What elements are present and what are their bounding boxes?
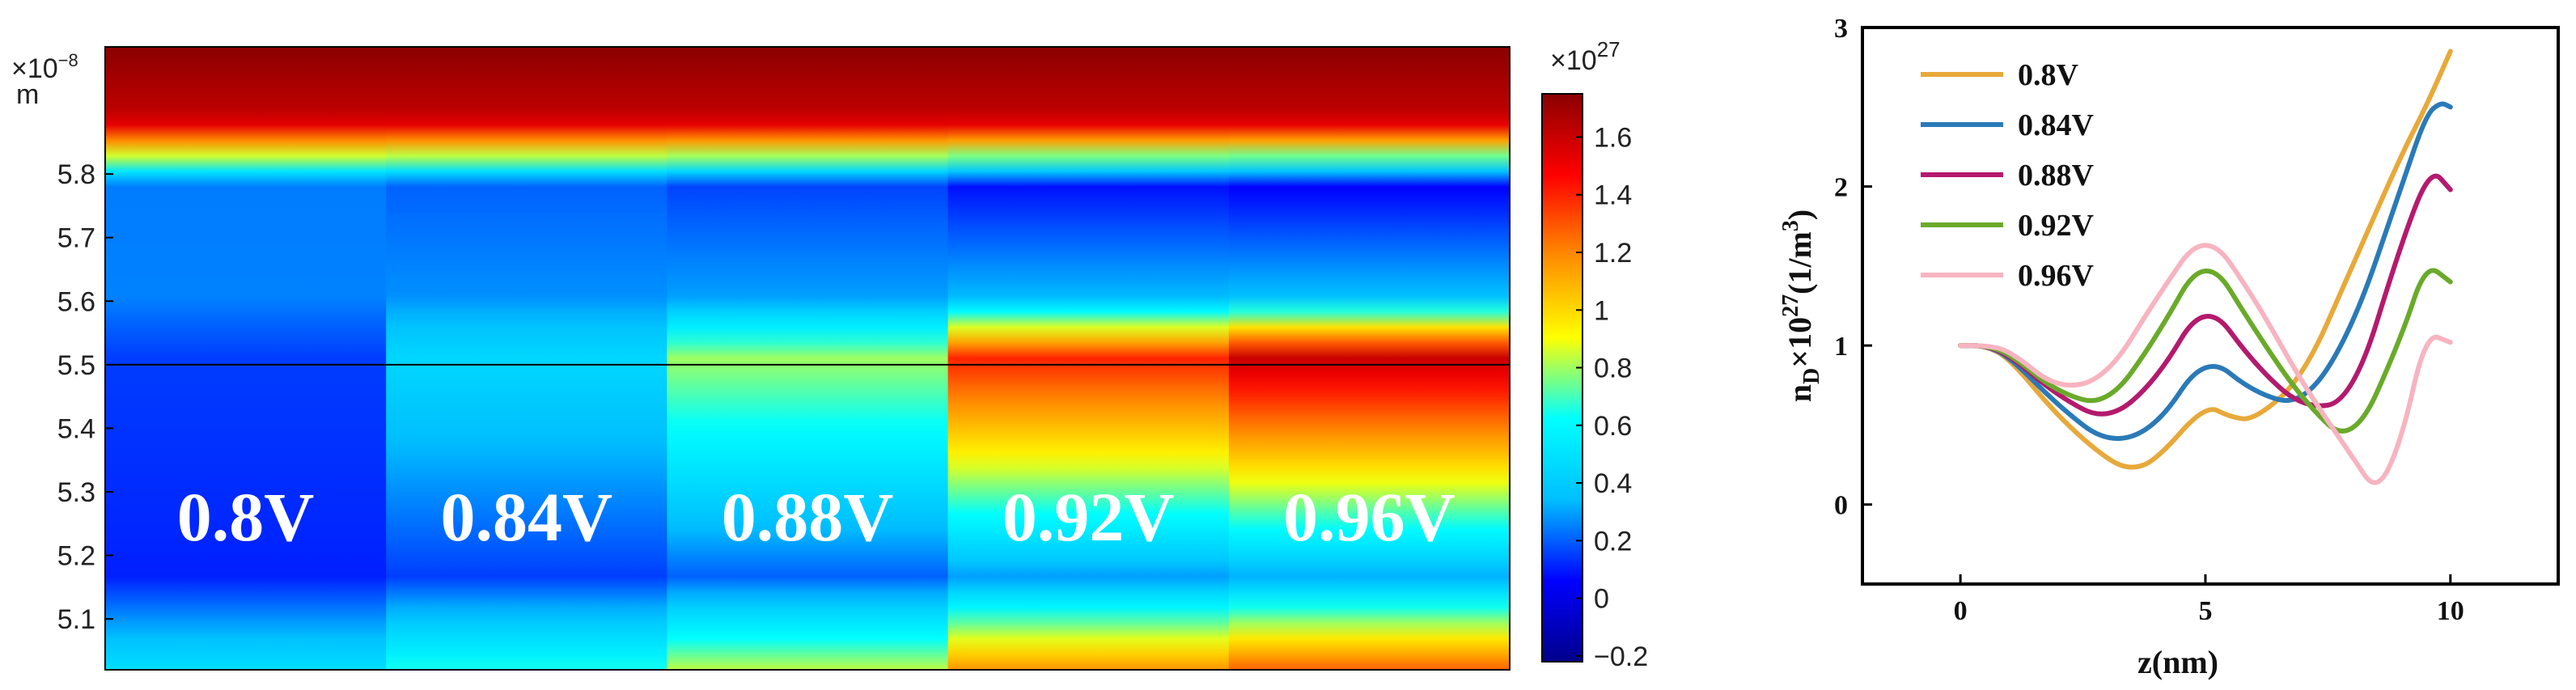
legend: 0.8V 0.84V 0.88V 0.92V 0.96V [1921,58,2095,293]
heatmap-y-unit: m [16,79,39,110]
heatmap-panel [386,47,667,670]
heatmap-panel [667,47,949,670]
y-tick-label: 0 [1834,491,1848,521]
panel-label: 0.84V [440,478,612,556]
heatmap-y-tick-label: 5.3 [57,477,95,508]
colorbar-tick-label: 0.8 [1594,353,1632,384]
x-axis-label: z(nm) [2137,644,2218,680]
colorbar-ticks: 1.6 1.4 1.2 1 0.8 0.6 0.4 0.2 0 −0.2 [1576,122,1648,672]
y-tick-label: 1 [1834,332,1848,362]
colorbar-tick-label: 1.6 [1594,122,1632,153]
colorbar-tick-label: 1.2 [1594,238,1632,269]
colorbar-tick-label: 0.2 [1594,526,1632,557]
series-line [1958,268,2453,434]
heatmap-panels [105,47,1510,670]
legend-label: 0.92V [2018,209,2095,243]
legend-label: 0.96V [2018,259,2095,293]
colorbar-tick-label: 1.4 [1594,180,1632,211]
colorbar-multiplier: ×1027 [1550,37,1621,76]
series-line [1958,243,2453,485]
line-chart-frame [1861,26,2560,586]
heatmap-y-tick-label: 5.5 [57,350,95,381]
heatmap-y-tick-label: 5.8 [57,159,95,190]
colorbar-tick-label: 0.6 [1594,411,1632,442]
heatmap-y-tick-label: 5.4 [57,413,95,444]
panel-label: 0.92V [1002,478,1175,556]
series-line [1958,101,2453,442]
heatmap-panel-labels: 0.8V 0.84V 0.88V 0.92V 0.96V [177,478,1455,556]
heatmap-panel [105,47,387,670]
y-axis-label: nD×1027(1/m3) [1778,210,1824,402]
heatmap-panel [1228,47,1510,670]
heatmap-y-multiplier: ×10−8 [11,50,78,84]
x-tick-label: 0 [1954,596,1968,626]
heatmap-y-tick-marks [105,173,113,620]
y-tick-label: 2 [1834,173,1848,203]
panel-label: 0.96V [1283,478,1455,556]
colorbar [1541,93,1583,662]
heatmap-y-tick-label: 5.2 [57,541,95,572]
panel-label: 0.8V [177,478,315,556]
heatmap-chart: 5.85.75.65.55.45.35.25.1 ×10−8 m 0.8V 0.8… [11,37,1648,672]
colorbar-tick-label: −0.2 [1594,641,1648,672]
colorbar-tick-label: 0 [1594,584,1609,615]
colorbar-tick-label: 0.4 [1594,468,1632,499]
x-tick-label: 5 [2198,596,2212,626]
heatmap-panel [947,47,1230,670]
line-chart-series [1958,49,2453,485]
x-tick-label: 10 [2437,596,2464,626]
line-chart-ticks: 0 5 10 0 1 2 3 [1834,14,2464,626]
colorbar-tick-label: 1 [1594,295,1609,326]
heatmap-y-tick-label: 5.7 [57,223,95,254]
legend-label: 0.84V [2018,108,2095,142]
panel-label: 0.88V [722,478,894,556]
heatmap-y-tick-labels: 5.8 5.7 5.6 5.5 5.4 5.3 5.2 5.1 [57,159,95,635]
legend-label: 0.8V [2018,58,2079,92]
series-line [1958,49,2453,470]
heatmap-y-tick-label: 5.1 [57,604,95,635]
heatmap-frame [104,46,1510,671]
y-tick-label: 3 [1834,14,1848,44]
heatmap-y-tick-label: 5.6 [57,286,95,317]
legend-label: 0.88V [2018,159,2095,193]
